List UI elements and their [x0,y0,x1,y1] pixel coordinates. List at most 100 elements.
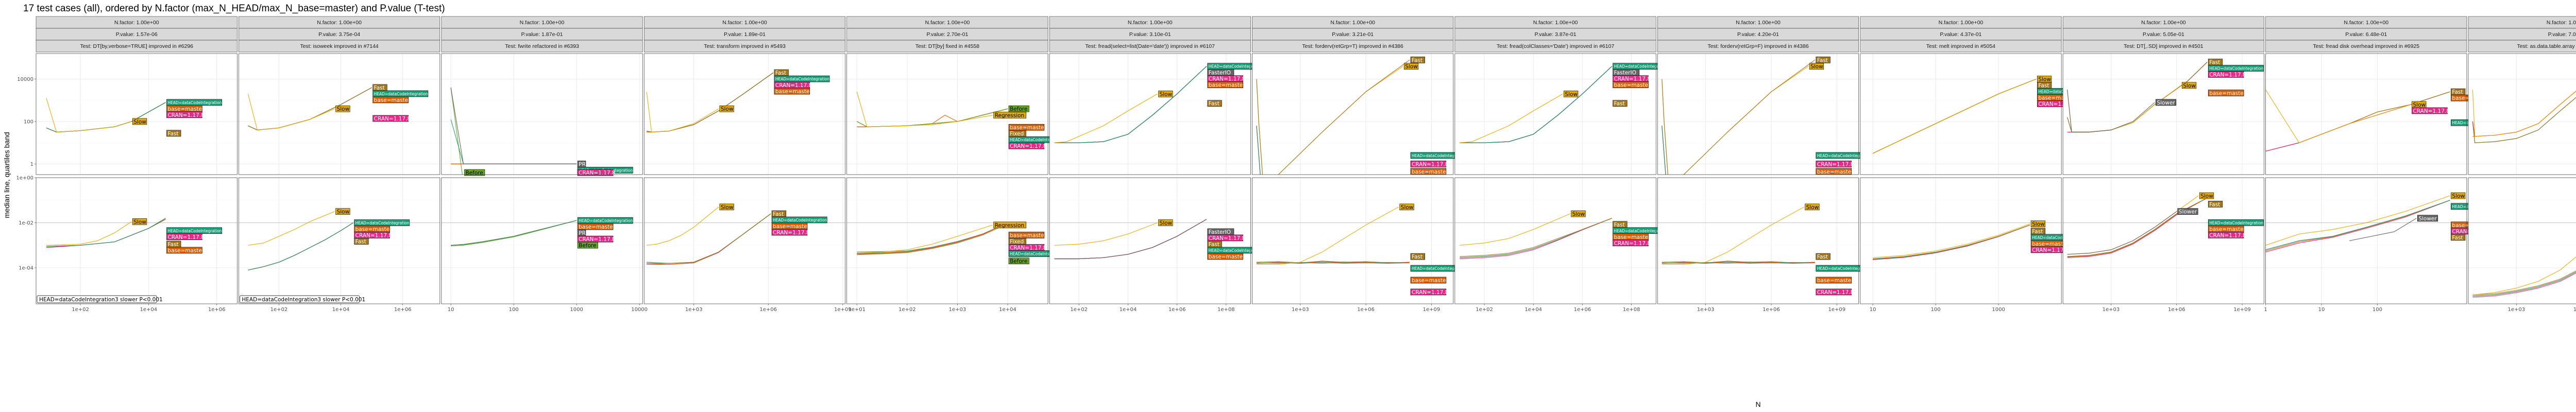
series-label-text: Slow [1806,204,1819,211]
series-label-text: base=master [1010,125,1047,131]
panel-strip [1860,40,2062,53]
series-label: base=master [2208,90,2246,96]
series-label-text: Slower [2418,216,2437,222]
series-label-box [2030,220,2046,227]
series-label-text: HEAD=dataCodeIntegration [1412,153,1466,158]
series-label: Fast [1410,57,1425,63]
series-label: Slow [132,118,147,125]
series-line [46,218,166,247]
series-label-text: Fast [355,239,366,245]
series-line [1256,126,1261,175]
panel-border [2265,177,2467,304]
x-tick-label: 1e+06 [1574,307,1591,313]
panel-background [36,54,238,175]
series-label: Slow [1809,63,1824,70]
series-label: Slow [2037,76,2052,82]
series-label: Fast [2451,88,2466,95]
series-label-text: Slow [1405,64,1418,70]
x-tick-label: 1e+08 [1623,307,1640,313]
series-label-text: base=master [1209,254,1246,260]
series-line [1256,261,1410,264]
strip-n-factor: N.factor: 1.00e+00 [1939,20,1984,26]
series-label-box [1008,105,1029,112]
series-label: Fast [166,241,181,248]
series-label-text: HEAD=dataCodeIntegration [374,92,428,96]
series-label: FasterIO [1207,69,1234,76]
panel-background [2265,178,2467,304]
series-label-box [577,242,598,249]
series-label-box [719,105,734,112]
series-label: CRAN=1.17.8 [1008,142,1046,149]
series-label: CRAN=1.17.8 [2030,246,2069,253]
series-label: HEAD=dataCodeIntegration [771,216,827,224]
panel-background [2265,54,2467,175]
series-group [450,87,577,175]
x-tick-label: 1e+06 [1762,307,1780,313]
series-label: HEAD=dataCodeIntegration [166,99,222,106]
panel-strip [1657,40,1859,53]
series-group [1873,224,2030,260]
series-label: Fast [166,130,181,137]
series-label: base=master [1207,81,1245,89]
series-label-text: Fast [1209,242,1219,248]
series-label: Slow [1403,63,1419,70]
x-tick-label: 1e+01 [848,307,866,313]
series-label-text: Fast [2209,201,2220,208]
series-label: base=master [774,88,812,95]
series-label: Fast [1207,241,1222,248]
x-tick-label: 1e+02 [1070,307,1088,313]
strip-test-name: Test: isoweek improved in #7144 [300,43,378,49]
series-line [2265,200,2450,250]
series-label-text: HEAD=dataCodeIntegration [167,100,222,105]
panel-border [1252,53,1454,175]
series-label-text: base=master [773,224,810,230]
series-label-box [1410,161,1447,167]
series-line [2472,256,2576,296]
series-label-text: CRAN=1.17.8 [1412,289,1448,296]
x-tick-label: 1000 [570,307,583,313]
series-label-text: CRAN=1.17.8 [1209,76,1245,82]
series-label: base=master [372,96,411,104]
series-line [856,92,993,127]
series-label: CRAN=1.17.8 [1613,239,1651,247]
panel-border [846,177,1048,304]
series-label-text: Slow [133,119,146,125]
x-tick-label: 1e+03 [1292,307,1309,313]
x-tick-label: 1e+09 [1423,307,1440,313]
x-tick-label: 1e+06 [759,307,777,313]
strip-n-factor: N.factor: 1.00e+00 [2141,20,2186,26]
panel-strip [1252,40,1454,53]
series-label-text: Slower [2179,209,2197,215]
series-line [857,224,1008,255]
series-label: Fast [354,238,369,245]
x-tick-label: 100 [2372,307,2382,313]
chart-title: 17 test cases (all), ordered by N.factor… [23,3,445,14]
x-tick-label: 1e+06 [2573,307,2576,313]
series-label-text: Fast [1817,254,1828,260]
series-label-text: CRAN=1.17.8 [773,230,809,236]
strip-test-name: Test: forderv(retGrp=F) improved in #438… [1707,43,1809,49]
series-line [2472,270,2576,296]
series-label-text: Slow [1160,220,1173,227]
series-label: CRAN=1.17.8 [577,235,616,243]
series-label-box [2181,82,2197,89]
x-tick-label: 1000 [1992,307,2005,313]
series-label-box [2208,232,2244,238]
series-line [1460,93,1563,143]
series-label-text: CRAN=1.17.8 [167,112,204,118]
series-label-text: Slow [1401,204,1414,211]
series-label: Before [1008,258,1029,265]
series-label: Slow [1158,219,1173,227]
series-label-text: CRAN=1.17.8 [1614,241,1651,247]
x-tick-label: 1e+03 [2103,307,2120,313]
series-label-text: Slow [2032,221,2045,228]
strip-test-name: Test: fread(select=list(Date='date')) im… [1086,43,1215,49]
series-label: CRAN=1.17.8 [372,115,411,122]
series-group [1256,59,1410,175]
series-label-text: base=master [1412,278,1449,284]
strip-p-value: P.value: 7.01e-01 [2548,31,2576,38]
series-label: Fast [1613,100,1628,107]
series-line [2349,218,2417,242]
series-label-text: HEAD=dataCodeIntegration [1614,64,1668,69]
panel-background [239,54,440,175]
